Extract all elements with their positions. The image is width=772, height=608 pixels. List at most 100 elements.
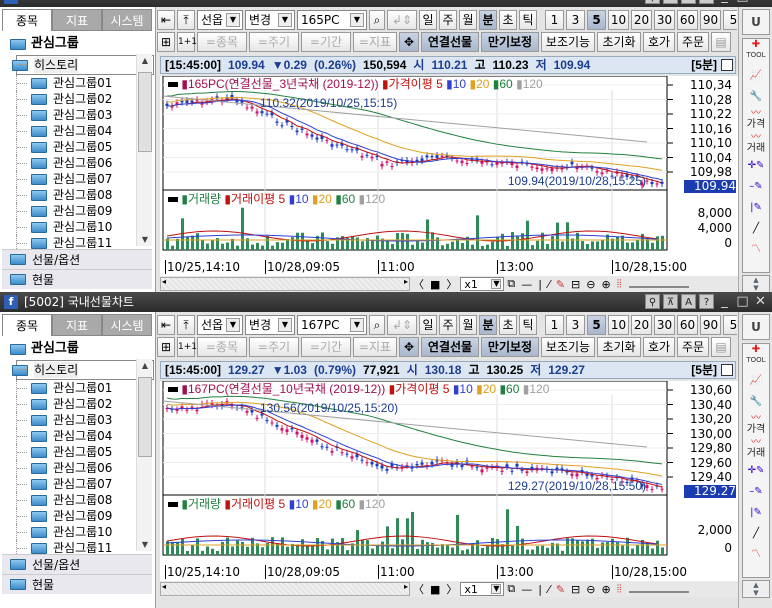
tree-item[interactable]: 관심그룹06 xyxy=(16,155,154,171)
tree-item[interactable]: 관심그룹02 xyxy=(16,91,154,107)
market-select[interactable]: 선옵 ▼ xyxy=(197,9,243,30)
save-icon[interactable]: ▤ xyxy=(711,31,731,52)
trendline-icon[interactable]: ⁄ xyxy=(547,582,550,596)
tree-item[interactable]: 관심그룹05 xyxy=(16,139,154,155)
next-icon[interactable]: 〉 xyxy=(446,583,458,596)
eq-indicator-button[interactable]: =지표 xyxy=(353,336,397,357)
interval-button[interactable]: 60 xyxy=(677,9,698,30)
interval-button[interactable]: 3 xyxy=(566,9,585,30)
eq-cycle-button[interactable]: =주기 xyxy=(249,336,299,357)
interval-button[interactable]: 60 xyxy=(677,314,698,335)
tree-item[interactable]: 관심그룹09 xyxy=(16,203,154,219)
interval-button[interactable]: 10 xyxy=(608,9,629,30)
interval-button[interactable]: 10 xyxy=(608,314,629,335)
aux-function-button[interactable]: 보조기능 xyxy=(541,336,595,357)
price-line-button[interactable]: 〰 가격 xyxy=(743,107,769,131)
eq-item-button[interactable]: =종목 xyxy=(197,336,247,357)
tree-item[interactable]: 관심그룹03 xyxy=(16,412,154,428)
trend-icon[interactable]: 〽 xyxy=(751,549,761,560)
hline-icon[interactable]: — xyxy=(521,277,533,291)
close-button[interactable]: ✕ xyxy=(753,0,768,4)
spinner[interactable]: ↲⇕ xyxy=(387,314,417,335)
tool-scroll[interactable]: ▲ ▼ xyxy=(742,275,770,292)
search-icon[interactable]: ⌕ xyxy=(369,9,385,30)
tab-item[interactable]: 종목 xyxy=(2,9,52,31)
chart-icon[interactable]: 📈 xyxy=(749,70,763,81)
tab-system[interactable]: 시스템 xyxy=(102,9,152,31)
minimize-button[interactable]: _ xyxy=(717,0,732,4)
save-icon[interactable]: ▤ xyxy=(711,336,731,357)
zoom-in-icon[interactable]: ⊕ xyxy=(601,582,611,596)
next-icon[interactable]: 〉 xyxy=(446,278,458,291)
interval-button[interactable]: 5 xyxy=(723,9,737,30)
top-align-icon[interactable]: ⊼ xyxy=(663,0,678,4)
tool-scroll[interactable]: ▲ ▼ xyxy=(742,580,770,598)
vline-icon[interactable]: | xyxy=(538,277,542,291)
expiry-adjust-button[interactable]: 만기보정 xyxy=(481,31,539,52)
tree-item[interactable]: 관심그룹07 xyxy=(16,476,154,492)
trend-icon[interactable]: 〽 xyxy=(751,244,761,255)
period-button[interactable]: 초 xyxy=(499,9,517,30)
zoom-select[interactable]: x1 ▼ xyxy=(460,277,505,291)
top-icon[interactable]: ⤒ xyxy=(177,314,195,335)
period-button[interactable]: 월 xyxy=(459,314,477,335)
pin-icon[interactable]: ⚲ xyxy=(645,0,660,4)
order-button[interactable]: 주문 xyxy=(677,336,709,357)
zoom-slider[interactable] xyxy=(628,585,689,593)
chart-canvas[interactable] xyxy=(160,75,738,276)
tool-button[interactable]: ✚ TOOL xyxy=(743,39,769,63)
tree-item[interactable]: 히스토리 xyxy=(12,360,154,380)
tree-item[interactable]: 관심그룹04 xyxy=(16,428,154,444)
eraser-icon[interactable]: ✎ xyxy=(555,277,566,291)
interval-button[interactable]: 1 xyxy=(545,314,564,335)
hline-icon[interactable]: — xyxy=(521,582,533,596)
quote-button[interactable]: 호가 xyxy=(643,336,675,357)
expiry-adjust-button[interactable]: 만기보정 xyxy=(481,336,539,357)
tree-header[interactable]: 관심그룹 xyxy=(4,338,154,360)
code-input[interactable]: 165PC ▼ xyxy=(297,9,367,30)
vline-pencil-icon[interactable]: |✎ xyxy=(750,507,762,518)
maximize-button[interactable]: □ xyxy=(735,0,750,4)
crosshair-icon[interactable]: ✥ xyxy=(399,336,419,357)
zoom-out-icon[interactable]: ⊖ xyxy=(586,582,596,596)
interval-button[interactable]: 5 xyxy=(587,314,606,335)
bars-icon[interactable]: ⦙⦙ xyxy=(616,582,622,595)
tree-item[interactable]: 관심그룹05 xyxy=(16,444,154,460)
horizontal-scrollbar[interactable]: ◂ ▸ xyxy=(160,277,410,291)
prev-icon[interactable]: 〈 xyxy=(413,278,424,291)
eq-period-button[interactable]: =기간 xyxy=(301,336,351,357)
close-button[interactable]: ✕ xyxy=(755,294,766,309)
period-button[interactable]: 틱 xyxy=(519,9,537,30)
trendline-icon[interactable]: ⁄ xyxy=(547,277,550,291)
period-button[interactable]: 주 xyxy=(439,314,457,335)
one-plus-one-button[interactable]: 1+1 xyxy=(177,31,197,52)
tree-item[interactable]: 관심그룹08 xyxy=(16,187,154,203)
wrench-icon[interactable]: 🔧 xyxy=(749,396,763,407)
period-button[interactable]: 주 xyxy=(439,9,457,30)
horizontal-scrollbar[interactable]: ◂ ▸ xyxy=(160,582,410,596)
interval-button[interactable]: 30 xyxy=(654,9,675,30)
hline-pencil-icon[interactable]: –✎ xyxy=(749,181,763,192)
font-icon[interactable]: A xyxy=(681,0,696,4)
maximize-button[interactable]: □ xyxy=(736,294,749,309)
tree-header[interactable]: 관심그룹 xyxy=(4,33,154,55)
eq-period-button[interactable]: =기간 xyxy=(301,31,351,52)
eq-indicator-button[interactable]: =지표 xyxy=(353,31,397,52)
eq-cycle-button[interactable]: =주기 xyxy=(249,31,299,52)
reset-button[interactable]: 초기화 xyxy=(597,336,641,357)
volume-line-button[interactable]: 〰 거래 xyxy=(743,131,769,155)
period-button[interactable]: 월 xyxy=(459,9,477,30)
zoom-in-icon[interactable]: ⊕ xyxy=(601,277,611,291)
first-icon[interactable]: ⇤ xyxy=(157,9,175,30)
linked-futures-button[interactable]: 연결선물 xyxy=(421,31,479,52)
eq-item-button[interactable]: =종목 xyxy=(197,31,247,52)
grid-icon[interactable]: ⊞ xyxy=(157,31,175,52)
window-title-bar[interactable]: f ⚲ ⊼ A ? _ □ ✕ xyxy=(0,0,772,7)
layout-icon[interactable]: ⧉ xyxy=(507,277,516,290)
chart-canvas[interactable] xyxy=(160,380,738,581)
market-select[interactable]: 선옵 ▼ xyxy=(197,314,243,335)
line-icon[interactable]: ╱ xyxy=(752,223,760,234)
code-input[interactable]: 167PC ▼ xyxy=(297,314,367,335)
category-futures-options[interactable]: 선물/옵션 xyxy=(2,554,152,574)
zoom-out-icon[interactable]: ⊖ xyxy=(586,277,596,291)
